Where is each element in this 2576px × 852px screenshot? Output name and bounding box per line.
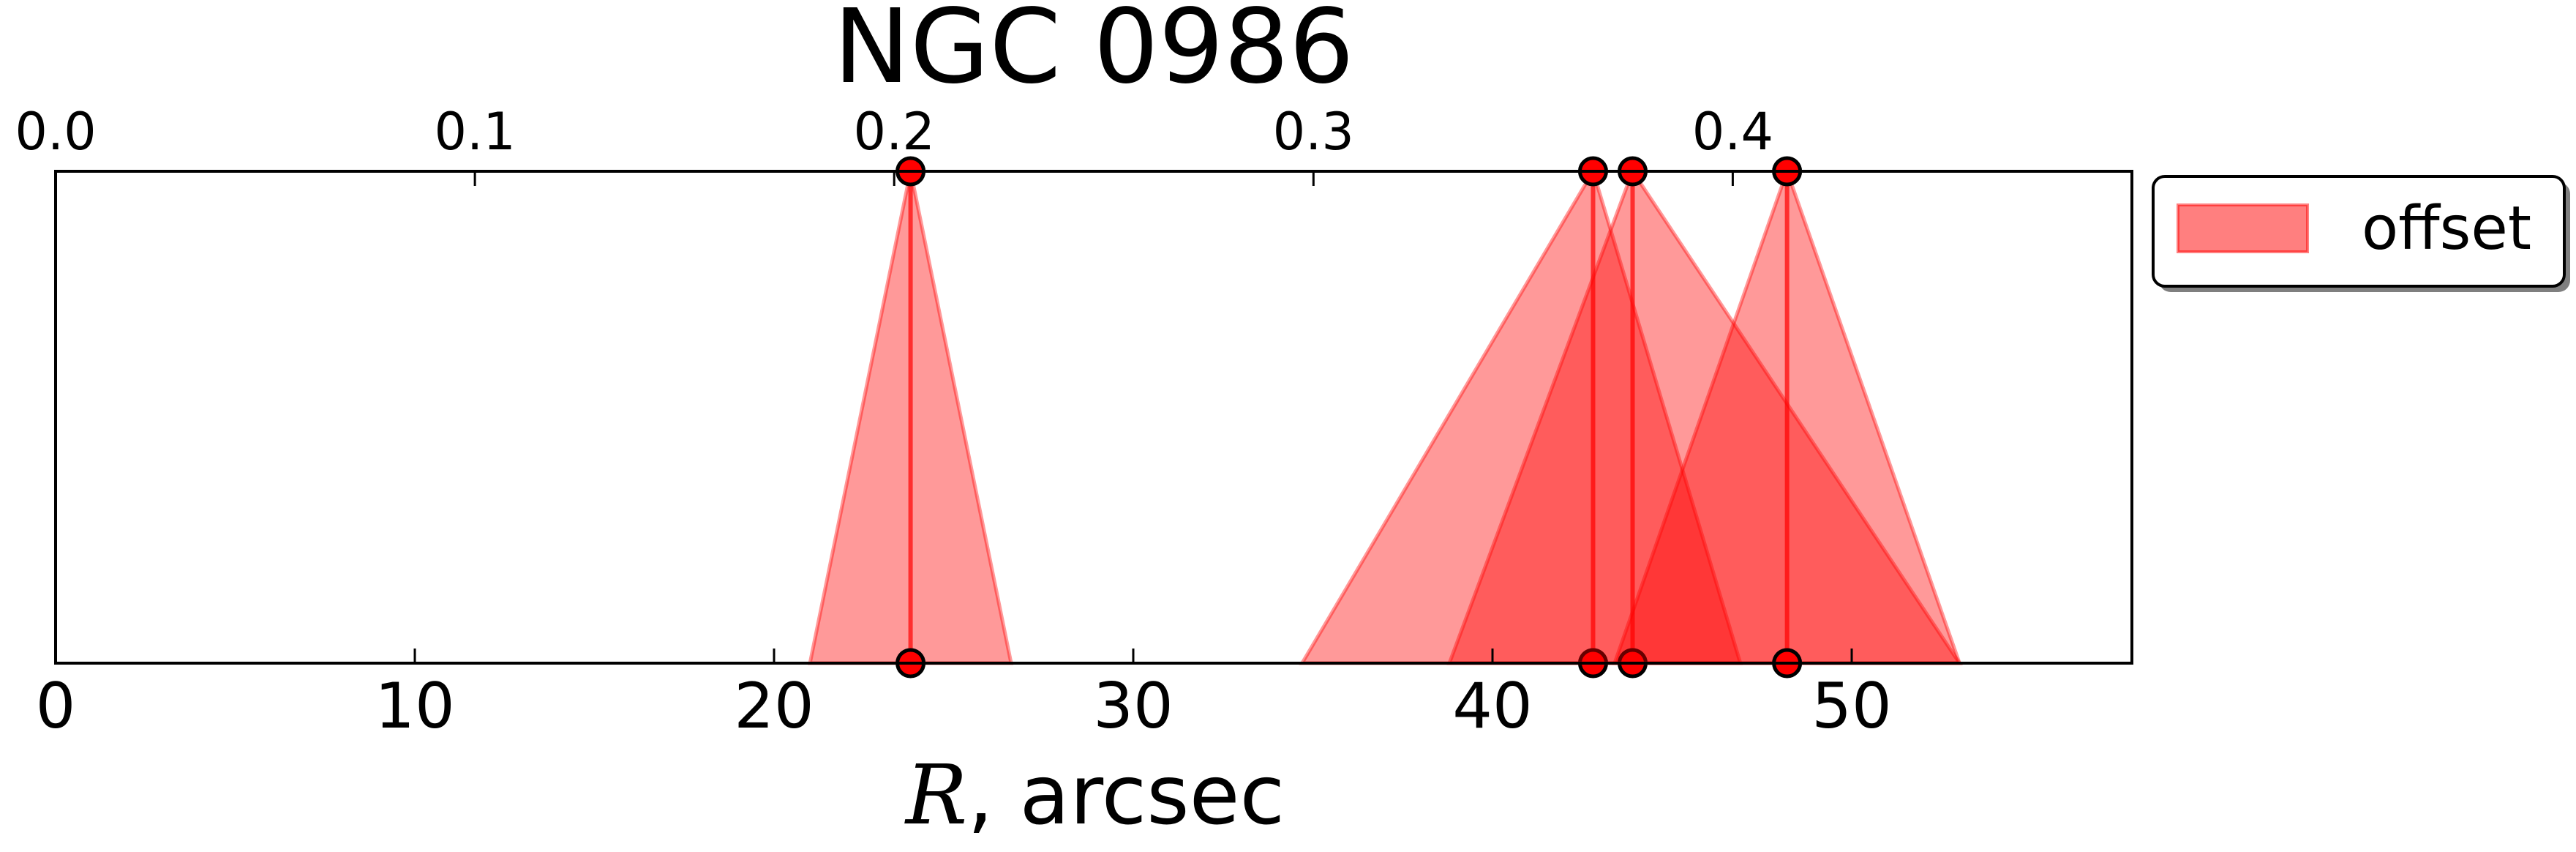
x-axis-label-math: R: [904, 748, 967, 843]
x-tick-label-50: 50: [1811, 670, 1891, 743]
legend-label-offset: offset: [2362, 194, 2531, 264]
top-tick-label-0.3: 0.3: [1273, 102, 1354, 162]
x-tick-label-0: 0: [36, 670, 76, 743]
x-axis-label: R, arcsec: [904, 748, 1285, 843]
legend: offset: [2152, 175, 2570, 292]
top-tick-label-0.0: 0.0: [15, 102, 96, 162]
top-tick-label-0.1: 0.1: [434, 102, 515, 162]
top-tick-label-0.4: 0.4: [1692, 102, 1773, 162]
peaks-layer: [808, 156, 1963, 679]
legend-swatch: [2177, 203, 2309, 253]
top-tick-label-0.2: 0.2: [854, 102, 935, 162]
x-tick-label-20: 20: [734, 670, 814, 743]
x-tick-label-40: 40: [1452, 670, 1532, 743]
ticks-layer: 0 10 20 30 40 50 0.0 0.1 0.2 0.3 0.4: [15, 102, 1891, 743]
plot-frame: [54, 170, 2133, 665]
x-tick-label-30: 30: [1093, 670, 1173, 743]
chart-title: NGC 0986: [833, 0, 1354, 107]
x-tick-label-10: 10: [375, 670, 454, 743]
x-axis-label-text: , arcsec: [967, 748, 1285, 843]
